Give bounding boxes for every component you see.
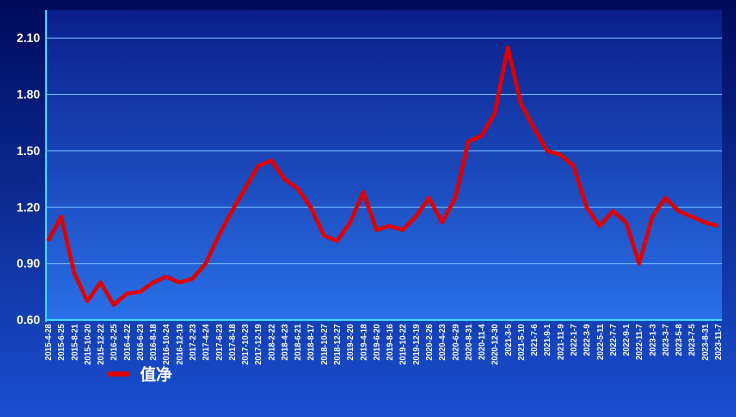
x-tick-label: 2017-12-19 <box>254 323 263 364</box>
x-tick-label: 2023-8-31 <box>701 323 710 360</box>
x-tick-label: 2019-4-18 <box>359 323 368 360</box>
x-tick-label: 2020-12-30 <box>491 323 500 364</box>
x-tick-label: 2015-10-20 <box>83 323 92 364</box>
line-series <box>46 45 719 307</box>
x-tick-label: 2018-10-27 <box>320 323 329 364</box>
x-tick-label: 2022-11-7 <box>635 323 644 360</box>
y-tick-label: 1.20 <box>17 200 41 214</box>
x-tick-label: 2023-3-7 <box>661 323 670 356</box>
x-tick-label: 2015-8-21 <box>70 323 79 360</box>
x-tick-label: 2023-11-7 <box>714 323 723 360</box>
x-tick-label: 2023-1-3 <box>648 323 657 356</box>
x-tick-label: 2019-8-16 <box>386 323 395 360</box>
x-tick-label: 2015-12-22 <box>97 323 106 364</box>
x-tick-label: 2018-8-17 <box>307 323 316 360</box>
x-tick-label: 2018-4-23 <box>280 323 289 360</box>
x-tick-label: 2021-5-10 <box>517 323 526 360</box>
x-tick-label: 2018-12-27 <box>333 323 342 364</box>
y-tick-label: 0.60 <box>17 313 41 327</box>
x-tick-label: 2017-10-23 <box>241 323 250 364</box>
x-tick-label: 2022-1-7 <box>569 323 578 356</box>
x-tick-label: 2018-2-22 <box>267 323 276 360</box>
x-tick-label: 2016-8-18 <box>149 323 158 360</box>
x-tick-label: 2020-2-26 <box>425 323 434 360</box>
x-tick-label: 2022-9-1 <box>622 323 631 356</box>
x-tick-label: 2015-6-25 <box>57 323 66 360</box>
x-tick-label: 2020-11-4 <box>478 323 487 360</box>
y-tick-label: 1.80 <box>17 88 41 102</box>
x-tick-label: 2023-7-5 <box>688 323 697 356</box>
x-tick-label: 2016-12-19 <box>175 323 184 364</box>
x-tick-label: 2023-5-8 <box>675 323 684 356</box>
x-tick-label: 2021-3-5 <box>504 323 513 356</box>
x-tick-label: 2021-9-1 <box>543 323 552 356</box>
x-tick-label: 2017-8-18 <box>228 323 237 360</box>
x-tick-label: 2016-2-25 <box>110 323 119 360</box>
x-tick-label: 2017-6-23 <box>215 323 224 360</box>
x-tick-label: 2020-4-23 <box>438 323 447 360</box>
x-tick-label: 2020-8-31 <box>464 323 473 360</box>
x-tick-label: 2019-6-20 <box>372 323 381 360</box>
legend-label: 值净 <box>140 365 172 384</box>
y-tick-label: 2.10 <box>17 31 41 45</box>
x-tick-label: 2018-6-21 <box>294 323 303 360</box>
x-tick-label: 2015-4-28 <box>44 323 53 360</box>
x-tick-label: 2019-10-22 <box>399 323 408 364</box>
x-tick-label: 2022-7-7 <box>609 323 618 356</box>
x-tick-label: 2021-7-6 <box>530 323 539 356</box>
x-tick-label: 2016-4-22 <box>123 323 132 360</box>
x-tick-label: 2021-11-9 <box>556 323 565 360</box>
x-tick-label: 2017-2-23 <box>189 323 198 360</box>
x-tick-label: 2016-6-23 <box>136 323 145 360</box>
plot-area <box>46 10 722 320</box>
x-tick-label: 2017-4-24 <box>202 323 211 360</box>
x-tick-label: 2019-2-20 <box>346 323 355 360</box>
y-tick-label: 0.90 <box>17 257 41 271</box>
x-tick-label: 2020-6-29 <box>451 323 460 360</box>
y-tick-label: 1.50 <box>17 144 41 158</box>
x-tick-label: 2022-3-9 <box>583 323 592 356</box>
x-tick-label: 2019-12-19 <box>412 323 421 364</box>
x-tick-label: 2016-10-24 <box>162 323 171 364</box>
x-tick-label: 2022-5-11 <box>596 323 605 360</box>
